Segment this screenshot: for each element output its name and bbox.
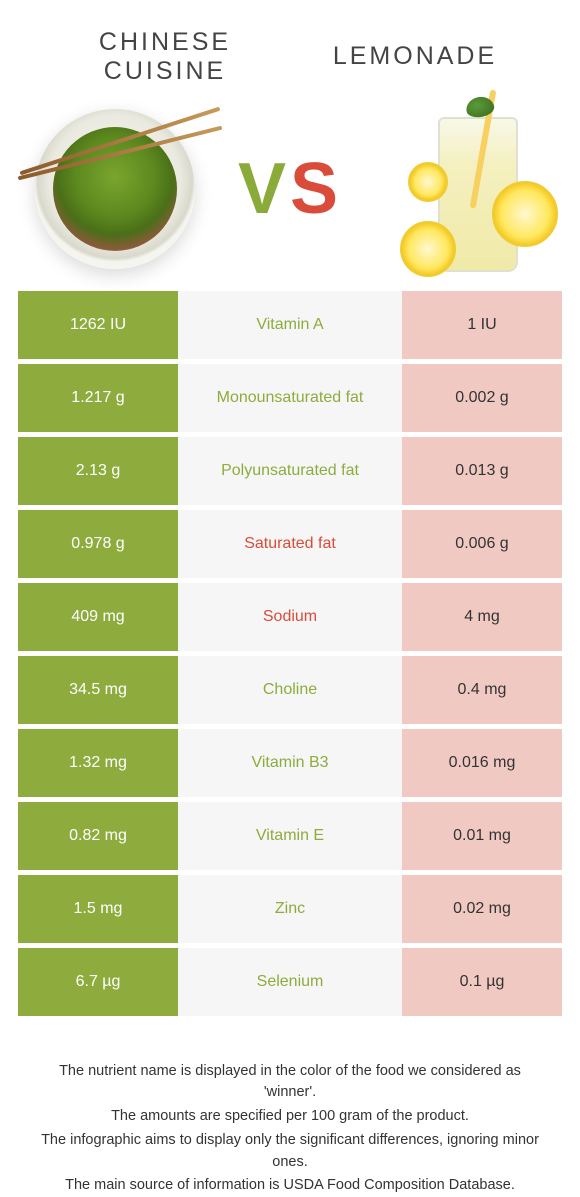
right-value-cell: 0.01 mg bbox=[402, 802, 562, 870]
nutrient-name-cell: Saturated fat bbox=[178, 510, 402, 578]
nutrient-name-cell: Monounsaturated fat bbox=[178, 364, 402, 432]
right-value-cell: 0.013 g bbox=[402, 437, 562, 505]
table-row: 1.5 mgZinc0.02 mg bbox=[18, 875, 562, 943]
right-value-cell: 0.4 mg bbox=[402, 656, 562, 724]
footer-line: The infographic aims to display only the… bbox=[36, 1130, 544, 1174]
table-row: 409 mgSodium4 mg bbox=[18, 583, 562, 651]
lemonade-icon bbox=[428, 107, 528, 272]
title-right-text: LEMONADE bbox=[290, 42, 540, 71]
lemon-icon bbox=[408, 162, 448, 202]
vs-s: S bbox=[290, 149, 342, 229]
footer-line: The main source of information is USDA F… bbox=[36, 1175, 544, 1197]
nutrient-name-cell: Polyunsaturated fat bbox=[178, 437, 402, 505]
footer-line: The amounts are specified per 100 gram o… bbox=[36, 1106, 544, 1128]
table-row: 2.13 gPolyunsaturated fat0.013 g bbox=[18, 437, 562, 505]
vs-v: V bbox=[238, 149, 290, 229]
table-row: 34.5 mgCholine0.4 mg bbox=[18, 656, 562, 724]
title-left-line1: CHINESE bbox=[40, 28, 290, 57]
footer-notes: The nutrient name is displayed in the co… bbox=[0, 1021, 580, 1197]
right-value-cell: 0.016 mg bbox=[402, 729, 562, 797]
left-value-cell: 6.7 µg bbox=[18, 948, 178, 1016]
left-value-cell: 1262 IU bbox=[18, 291, 178, 359]
right-value-cell: 4 mg bbox=[402, 583, 562, 651]
left-value-cell: 409 mg bbox=[18, 583, 178, 651]
title-right: LEMONADE bbox=[290, 28, 540, 71]
nutrient-name-cell: Choline bbox=[178, 656, 402, 724]
nutrient-name-cell: Zinc bbox=[178, 875, 402, 943]
lemon-icon bbox=[400, 221, 456, 277]
table-row: 6.7 µgSelenium0.1 µg bbox=[18, 948, 562, 1016]
right-food-image bbox=[370, 94, 560, 284]
right-value-cell: 1 IU bbox=[402, 291, 562, 359]
table-row: 1.217 gMonounsaturated fat0.002 g bbox=[18, 364, 562, 432]
header: CHINESE CUISINE LEMONADE bbox=[0, 0, 580, 86]
left-value-cell: 1.32 mg bbox=[18, 729, 178, 797]
vs-label: VS bbox=[238, 148, 342, 230]
table-row: 1262 IUVitamin A1 IU bbox=[18, 291, 562, 359]
nutrient-name-cell: Vitamin E bbox=[178, 802, 402, 870]
right-value-cell: 0.1 µg bbox=[402, 948, 562, 1016]
left-food-image bbox=[20, 94, 210, 284]
left-value-cell: 34.5 mg bbox=[18, 656, 178, 724]
footer-line: The nutrient name is displayed in the co… bbox=[36, 1061, 544, 1105]
nutrient-name-cell: Selenium bbox=[178, 948, 402, 1016]
bowl-icon bbox=[35, 109, 195, 269]
left-value-cell: 0.82 mg bbox=[18, 802, 178, 870]
lemon-icon bbox=[492, 181, 558, 247]
nutrient-name-cell: Vitamin A bbox=[178, 291, 402, 359]
left-value-cell: 0.978 g bbox=[18, 510, 178, 578]
chopstick-icon bbox=[18, 126, 223, 181]
left-value-cell: 1.5 mg bbox=[18, 875, 178, 943]
right-value-cell: 0.006 g bbox=[402, 510, 562, 578]
image-row: VS bbox=[0, 86, 580, 291]
nutrient-table: 1262 IUVitamin A1 IU1.217 gMonounsaturat… bbox=[0, 291, 580, 1016]
left-value-cell: 2.13 g bbox=[18, 437, 178, 505]
title-left-line2: CUISINE bbox=[40, 57, 290, 86]
right-value-cell: 0.002 g bbox=[402, 364, 562, 432]
nutrient-name-cell: Vitamin B3 bbox=[178, 729, 402, 797]
table-row: 1.32 mgVitamin B30.016 mg bbox=[18, 729, 562, 797]
nutrient-name-cell: Sodium bbox=[178, 583, 402, 651]
table-row: 0.82 mgVitamin E0.01 mg bbox=[18, 802, 562, 870]
table-row: 0.978 gSaturated fat0.006 g bbox=[18, 510, 562, 578]
chopstick-icon bbox=[20, 107, 221, 176]
infographic-container: CHINESE CUISINE LEMONADE VS bbox=[0, 0, 580, 1197]
title-left: CHINESE CUISINE bbox=[40, 28, 290, 86]
right-value-cell: 0.02 mg bbox=[402, 875, 562, 943]
left-value-cell: 1.217 g bbox=[18, 364, 178, 432]
